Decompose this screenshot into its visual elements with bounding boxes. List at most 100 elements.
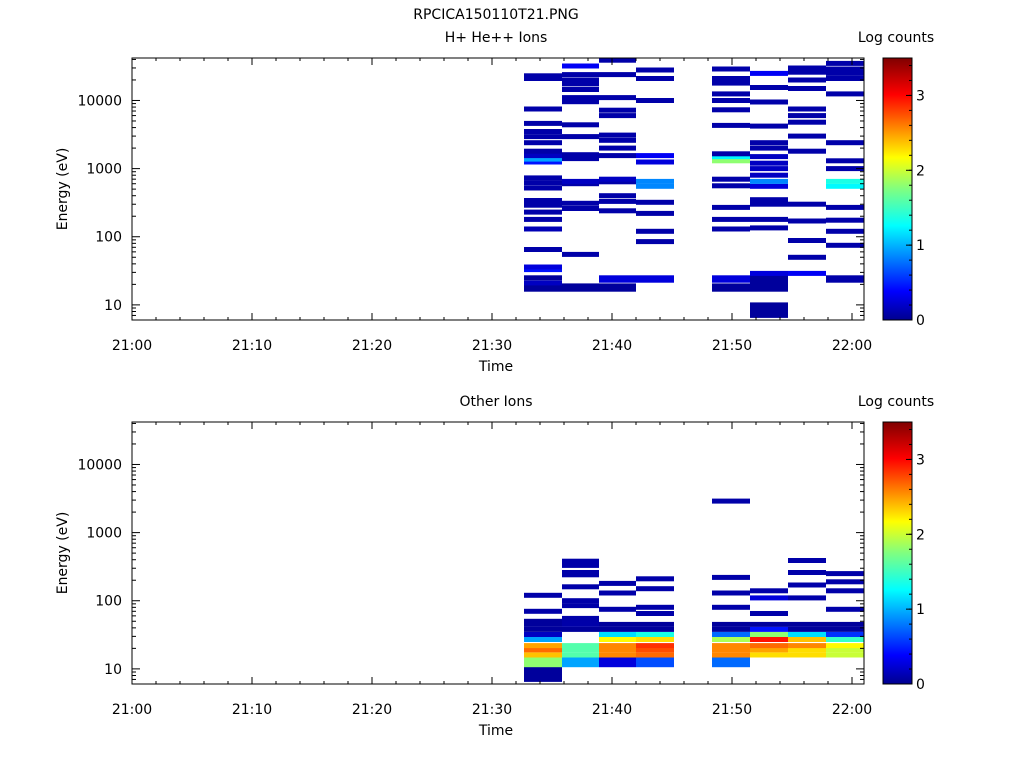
heatmap-cell	[599, 275, 636, 281]
heatmap-cell	[712, 657, 750, 663]
heatmap-cell	[524, 283, 562, 289]
heatmap-cell	[750, 637, 788, 642]
heatmap-cell	[636, 637, 674, 642]
heatmap-cell	[826, 579, 864, 585]
heatmap-cell	[826, 140, 864, 146]
heatmap-cell	[636, 643, 674, 649]
heatmap-cell	[524, 652, 562, 658]
heatmap-cell	[750, 632, 788, 637]
heatmap-cell	[524, 618, 562, 624]
heatmap-cell	[750, 183, 788, 189]
heatmap-cell	[826, 606, 864, 612]
heatmap-cell	[524, 202, 562, 208]
heatmap-cell	[524, 647, 562, 653]
heatmap-cell	[562, 626, 599, 632]
heatmap-cell	[599, 72, 636, 78]
heatmap-cell	[524, 666, 562, 672]
heatmap-cell	[524, 134, 562, 140]
heatmap-cell	[826, 66, 864, 72]
heatmap-cell	[562, 603, 599, 609]
heatmap-cell	[826, 204, 864, 210]
heatmap-cell	[524, 209, 562, 215]
heatmap-cell	[712, 98, 750, 103]
heatmap-cell	[712, 652, 750, 658]
colorbar-label: Log counts	[858, 30, 934, 46]
y-tick-label: 1000	[86, 526, 122, 542]
heatmap-cell	[788, 643, 826, 649]
x-tick-label: 21:30	[472, 702, 512, 718]
heatmap-cell	[750, 309, 788, 314]
y-axis-label: Energy (eV)	[55, 512, 71, 595]
heatmap-cell	[599, 153, 636, 159]
heatmap-cell	[599, 662, 636, 668]
axes: 21:00 21:10 21:20 21:30 21:40 21:50 22:00 10 100…	[77, 422, 872, 718]
heatmap-cell	[599, 208, 636, 214]
colorbar-tick-label: 3	[916, 452, 925, 468]
colorbar-tick-label: 0	[916, 677, 925, 693]
heatmap-cell	[636, 239, 674, 245]
heatmap-cell	[599, 113, 636, 119]
heatmap-cell	[524, 643, 562, 649]
heatmap-cell	[562, 584, 599, 590]
heatmap-cell	[826, 217, 864, 223]
x-tick-label: 21:50	[712, 702, 752, 718]
heatmap-cell	[562, 251, 599, 257]
colorbar-tick-label: 2	[916, 527, 925, 543]
heatmap-cells	[524, 498, 864, 682]
axes: 21:00 21:10 21:20 21:30 21:40 21:50 22:00 10 100…	[77, 58, 872, 354]
heatmap-cell	[826, 70, 864, 76]
heatmap-cell	[712, 498, 750, 504]
heatmap-cell	[524, 264, 562, 270]
heatmap-cell	[524, 153, 562, 159]
heatmap-cell	[524, 140, 562, 146]
heatmap-cell	[636, 76, 674, 81]
heatmap-cell	[599, 590, 636, 596]
y-tick-label: 10	[104, 662, 122, 678]
heatmap-cell	[524, 247, 562, 252]
heatmap-cell	[524, 129, 562, 134]
x-tick-label: 21:00	[112, 702, 152, 718]
heatmap-cell	[636, 576, 674, 582]
heatmap-cell	[826, 178, 864, 184]
heatmap-cell	[599, 657, 636, 663]
heatmap-cell	[788, 106, 826, 112]
x-tick-label: 21:50	[712, 338, 752, 354]
heatmap-cell	[562, 662, 599, 668]
heatmap-cell	[712, 158, 750, 164]
heatmap-cell	[562, 562, 599, 568]
heatmap-cell	[599, 637, 636, 642]
heatmap-cell	[524, 148, 562, 154]
heatmap-cell	[750, 216, 788, 222]
heatmap-cell	[750, 172, 788, 178]
heatmap-cell	[599, 179, 636, 185]
colorbar-tick-label: 1	[916, 238, 925, 254]
heatmap-cell	[788, 570, 826, 575]
colorbar-tick-label: 2	[916, 163, 925, 179]
heatmap-cell	[524, 621, 562, 627]
heatmap-cell	[562, 570, 599, 575]
heatmap-cell	[750, 160, 788, 166]
colorbar-ticks: 0 1 2 3	[906, 64, 925, 329]
heatmap-cell	[599, 626, 636, 632]
heatmap-cell	[562, 615, 599, 621]
panel-title: Other Ions	[459, 394, 532, 410]
heatmap-cell	[788, 218, 826, 224]
heatmap-cell	[636, 178, 674, 184]
y-tick-label: 100	[95, 594, 122, 610]
heatmap-cell	[788, 201, 826, 207]
heatmap-cell	[788, 238, 826, 243]
heatmap-cell	[826, 643, 864, 649]
heatmap-cell	[750, 140, 788, 146]
heatmap-cell	[826, 632, 864, 637]
colorbar-tick-label: 3	[916, 88, 925, 104]
heatmap-cell	[636, 228, 674, 234]
heatmap-cell	[712, 574, 750, 580]
colorbar-label: Log counts	[858, 394, 934, 410]
heatmap-cell	[636, 98, 674, 103]
heatmap-cell	[562, 618, 599, 624]
heatmap-cell	[750, 312, 788, 318]
heatmap-cell	[712, 275, 750, 281]
heatmap-cell	[524, 216, 562, 222]
heatmap-cell	[599, 632, 636, 637]
y-axis-label: Energy (eV)	[55, 148, 71, 231]
